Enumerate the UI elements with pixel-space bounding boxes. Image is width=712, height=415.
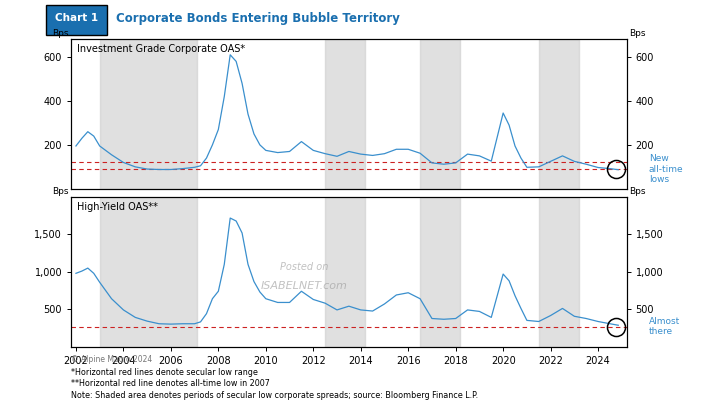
Text: Chart 1: Chart 1 (55, 13, 98, 23)
Text: Note: Shaded area denotes periods of secular low corporate spreads; source: Bloo: Note: Shaded area denotes periods of sec… (71, 391, 478, 400)
Text: Almost
there: Almost there (649, 317, 680, 337)
Text: **Horizontal red line denotes all-time low in 2007: **Horizontal red line denotes all-time l… (71, 379, 270, 388)
Bar (325, 197, 365, 347)
Text: Investment Grade Corporate OAS*: Investment Grade Corporate OAS* (77, 44, 245, 54)
Bar (539, 197, 579, 347)
Text: Bps: Bps (52, 29, 68, 38)
Text: High-Yield OAS**: High-Yield OAS** (77, 202, 157, 212)
Text: ISABELNET.com: ISABELNET.com (261, 281, 348, 291)
FancyBboxPatch shape (46, 5, 107, 35)
Bar (539, 39, 579, 189)
Bar (100, 39, 197, 189)
Text: Bps: Bps (629, 187, 646, 195)
Text: New
all-time
lows: New all-time lows (649, 154, 684, 184)
Text: Bps: Bps (52, 187, 68, 195)
Bar (420, 39, 461, 189)
Bar (100, 197, 197, 347)
Text: *Horizontal red lines denote secular low range: *Horizontal red lines denote secular low… (71, 368, 258, 377)
Text: Posted on: Posted on (281, 262, 329, 272)
Text: Corporate Bonds Entering Bubble Territory: Corporate Bonds Entering Bubble Territor… (116, 12, 400, 24)
Text: © Alpine Macro 2024: © Alpine Macro 2024 (71, 355, 152, 364)
Bar (420, 197, 461, 347)
Bar (325, 39, 365, 189)
Text: Bps: Bps (629, 29, 646, 38)
